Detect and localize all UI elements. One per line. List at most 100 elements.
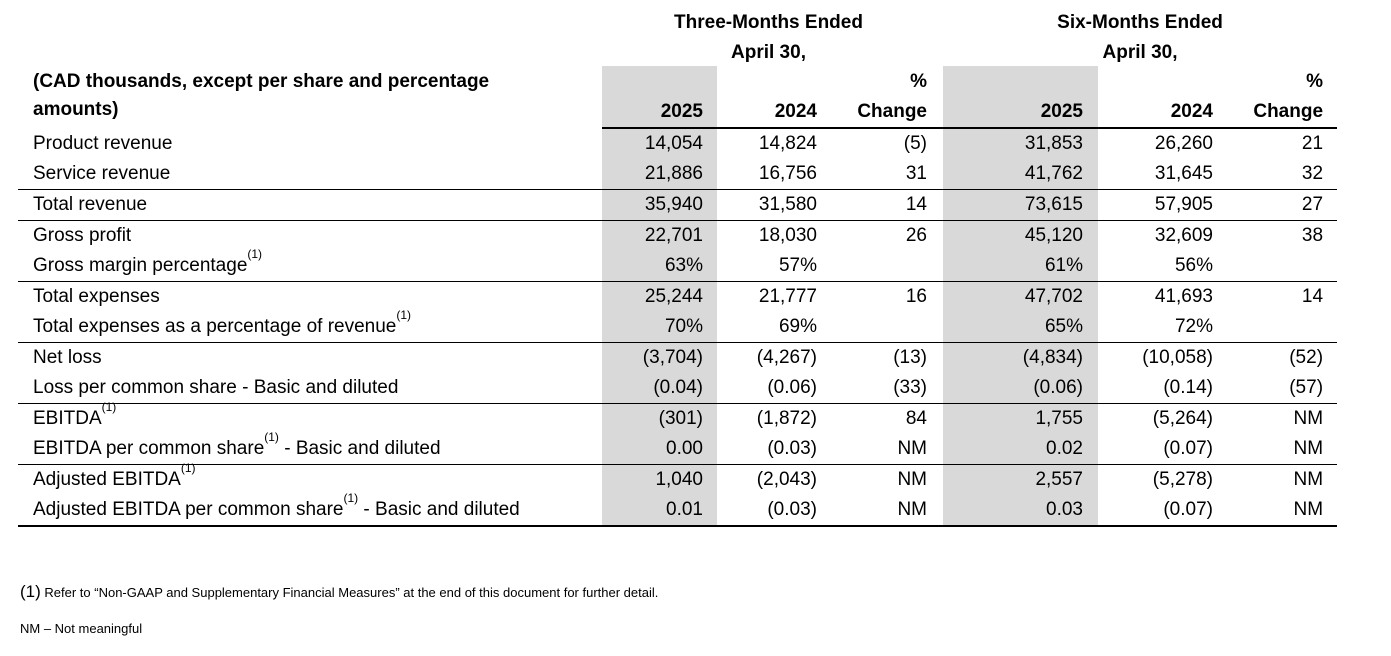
row-label: Total revenue — [18, 189, 602, 221]
table-caption: (CAD thousands, except per share and per… — [18, 66, 602, 128]
table-row-gross-profit: Gross profit 22,701 18,030 26 45,120 32,… — [18, 220, 1337, 251]
value-6m-2025: 47,702 — [943, 281, 1098, 312]
row-label: Net loss — [33, 347, 102, 368]
value-6m-2024: 31,645 — [1098, 159, 1221, 190]
table-row-gross-margin-percentage: Gross margin percentage(1) 63% 57% 61% 5… — [18, 248, 1338, 282]
period2-subtitle: April 30, — [1102, 42, 1178, 63]
column-header-row: 2025 2024 Change 2025 2024 Change — [18, 97, 1338, 129]
table-row-service-revenue: Service revenue 21,886 16,756 31 41,762 … — [18, 159, 1338, 190]
col-header-3m-2024: 2024 — [717, 97, 825, 129]
table-row-total-revenue: Total revenue 35,940 31,580 14 73,615 57… — [18, 189, 1338, 221]
col-header-3m-change: Change — [825, 97, 935, 129]
footnote-ref: (1) — [264, 429, 279, 444]
value-6m-change — [1221, 312, 1338, 343]
footnote-ref: (1) — [101, 399, 117, 414]
footnote-ref: (1) — [343, 490, 359, 505]
footnote-ref: (1) — [396, 307, 412, 322]
table-row-total-expenses: Total expenses 25,244 21,777 16 47,702 4… — [18, 281, 1337, 312]
pct-header-6m: % — [1306, 70, 1324, 92]
row-label: Product revenue — [33, 133, 173, 154]
value-3m-2025: 63% — [602, 251, 717, 282]
value-6m-2024: (10,058) — [1142, 347, 1213, 368]
value-6m-2024: 56% — [1098, 251, 1221, 282]
row-label: Adjusted EBITDA(1) — [33, 460, 196, 490]
table-row-net-loss: Net loss (3,704) (4,267) (13) (4,834) (1… — [18, 342, 1337, 373]
value-6m-2024: 41,693 — [1154, 286, 1213, 307]
value-3m-change: 84 — [905, 408, 927, 429]
percent-header-row: (CAD thousands, except per share and per… — [18, 66, 1337, 120]
value-6m-change: NM — [1293, 469, 1324, 490]
value-3m-2024: (1,872) — [756, 408, 817, 429]
value-6m-2024: (5,264) — [1152, 408, 1213, 429]
financial-results-table: Three-Months Ended Six-Months Ended Apri… — [18, 6, 1338, 527]
col-header-6m-change: Change — [1221, 97, 1338, 129]
value-3m-2025: (301) — [602, 403, 717, 434]
table-row-product-revenue: Product revenue 14,054 14,824 (5) 31,853… — [18, 128, 1337, 159]
value-3m-2024: 14,824 — [758, 133, 817, 154]
table-row-adjusted-ebitda: Adjusted EBITDA(1) 1,040 (2,043) NM 2,55… — [18, 460, 1337, 495]
value-6m-2025: 61% — [943, 251, 1098, 282]
value-3m-change: 31 — [825, 159, 935, 190]
period1-subtitle: April 30, — [731, 42, 806, 63]
value-6m-change: 32 — [1221, 159, 1338, 190]
value-3m-2024: (2,043) — [756, 469, 817, 490]
value-6m-2025: 45,120 — [943, 220, 1098, 251]
value-6m-2025: (4,834) — [943, 342, 1098, 373]
value-3m-2025: 25,244 — [602, 281, 717, 312]
period-title-row: Three-Months Ended Six-Months Ended — [18, 6, 1337, 40]
value-3m-2024: (0.06) — [717, 373, 825, 404]
value-6m-2025: 31,853 — [943, 128, 1098, 159]
value-3m-change: NM — [897, 469, 927, 490]
footnote-ref: (1) — [247, 246, 263, 261]
value-3m-2025: 0.00 — [602, 434, 717, 465]
value-3m-change: 14 — [825, 189, 935, 221]
value-3m-2024: (0.03) — [717, 434, 825, 465]
value-6m-2024: 72% — [1098, 312, 1221, 343]
pct-header-3m: % — [910, 70, 927, 92]
value-6m-2025: 0.02 — [943, 434, 1098, 465]
value-3m-change: (5) — [903, 133, 927, 154]
period2-title: Six-Months Ended — [1057, 12, 1223, 33]
value-6m-change: NM — [1293, 408, 1324, 429]
value-6m-change: NM — [1221, 495, 1338, 527]
value-6m-change: 38 — [1301, 225, 1324, 246]
value-3m-2025: (3,704) — [602, 342, 717, 373]
footnote-nm: NM – Not meaningful — [20, 621, 143, 636]
value-6m-change: (52) — [1289, 347, 1324, 368]
row-label: Total expenses — [33, 286, 160, 307]
col-header-6m-2025: 2025 — [943, 97, 1098, 129]
value-3m-change: 26 — [905, 225, 927, 246]
value-3m-2025: (0.04) — [602, 373, 717, 404]
period-subtitle-row: April 30, April 30, — [18, 40, 1337, 66]
value-6m-change: (57) — [1221, 373, 1338, 404]
value-6m-2025: 41,762 — [943, 159, 1098, 190]
value-6m-2025: 1,755 — [943, 403, 1098, 434]
value-3m-change: (13) — [893, 347, 927, 368]
table-row-total-expenses-percentage: Total expenses as a percentage of revenu… — [18, 309, 1338, 343]
value-3m-change — [825, 312, 935, 343]
value-6m-2025: 65% — [943, 312, 1098, 343]
value-3m-2024: 57% — [717, 251, 825, 282]
row-label: Adjusted EBITDA per common share(1) - Ba… — [18, 492, 602, 527]
row-label: Gross margin percentage(1) — [18, 248, 602, 282]
footnote-non-gaap: (1) Refer to “Non-GAAP and Supplementary… — [20, 582, 658, 602]
value-3m-change: (33) — [825, 373, 935, 404]
value-6m-2024: (5,278) — [1152, 469, 1213, 490]
value-6m-change: 27 — [1221, 189, 1338, 221]
value-6m-2024: 57,905 — [1098, 189, 1221, 221]
value-6m-2024: (0.07) — [1098, 434, 1221, 465]
value-3m-2024: 21,777 — [758, 286, 817, 307]
col-header-3m-2025: 2025 — [602, 97, 717, 129]
value-3m-2024: (4,267) — [756, 347, 817, 368]
period1-title: Three-Months Ended — [674, 12, 863, 33]
value-3m-change: NM — [825, 434, 935, 465]
value-6m-2024: (0.07) — [1098, 495, 1221, 527]
table-row-ebitda-per-share: EBITDA per common share(1) - Basic and d… — [18, 431, 1338, 465]
value-3m-2025: 70% — [602, 312, 717, 343]
value-3m-change — [825, 251, 935, 282]
footnote-text: Refer to “Non-GAAP and Supplementary Fin… — [40, 585, 659, 600]
row-label: Service revenue — [18, 159, 602, 190]
footnote-ref: (1) — [180, 460, 196, 475]
row-label: Total expenses as a percentage of revenu… — [18, 309, 602, 343]
value-6m-2025: 73,615 — [943, 189, 1098, 221]
